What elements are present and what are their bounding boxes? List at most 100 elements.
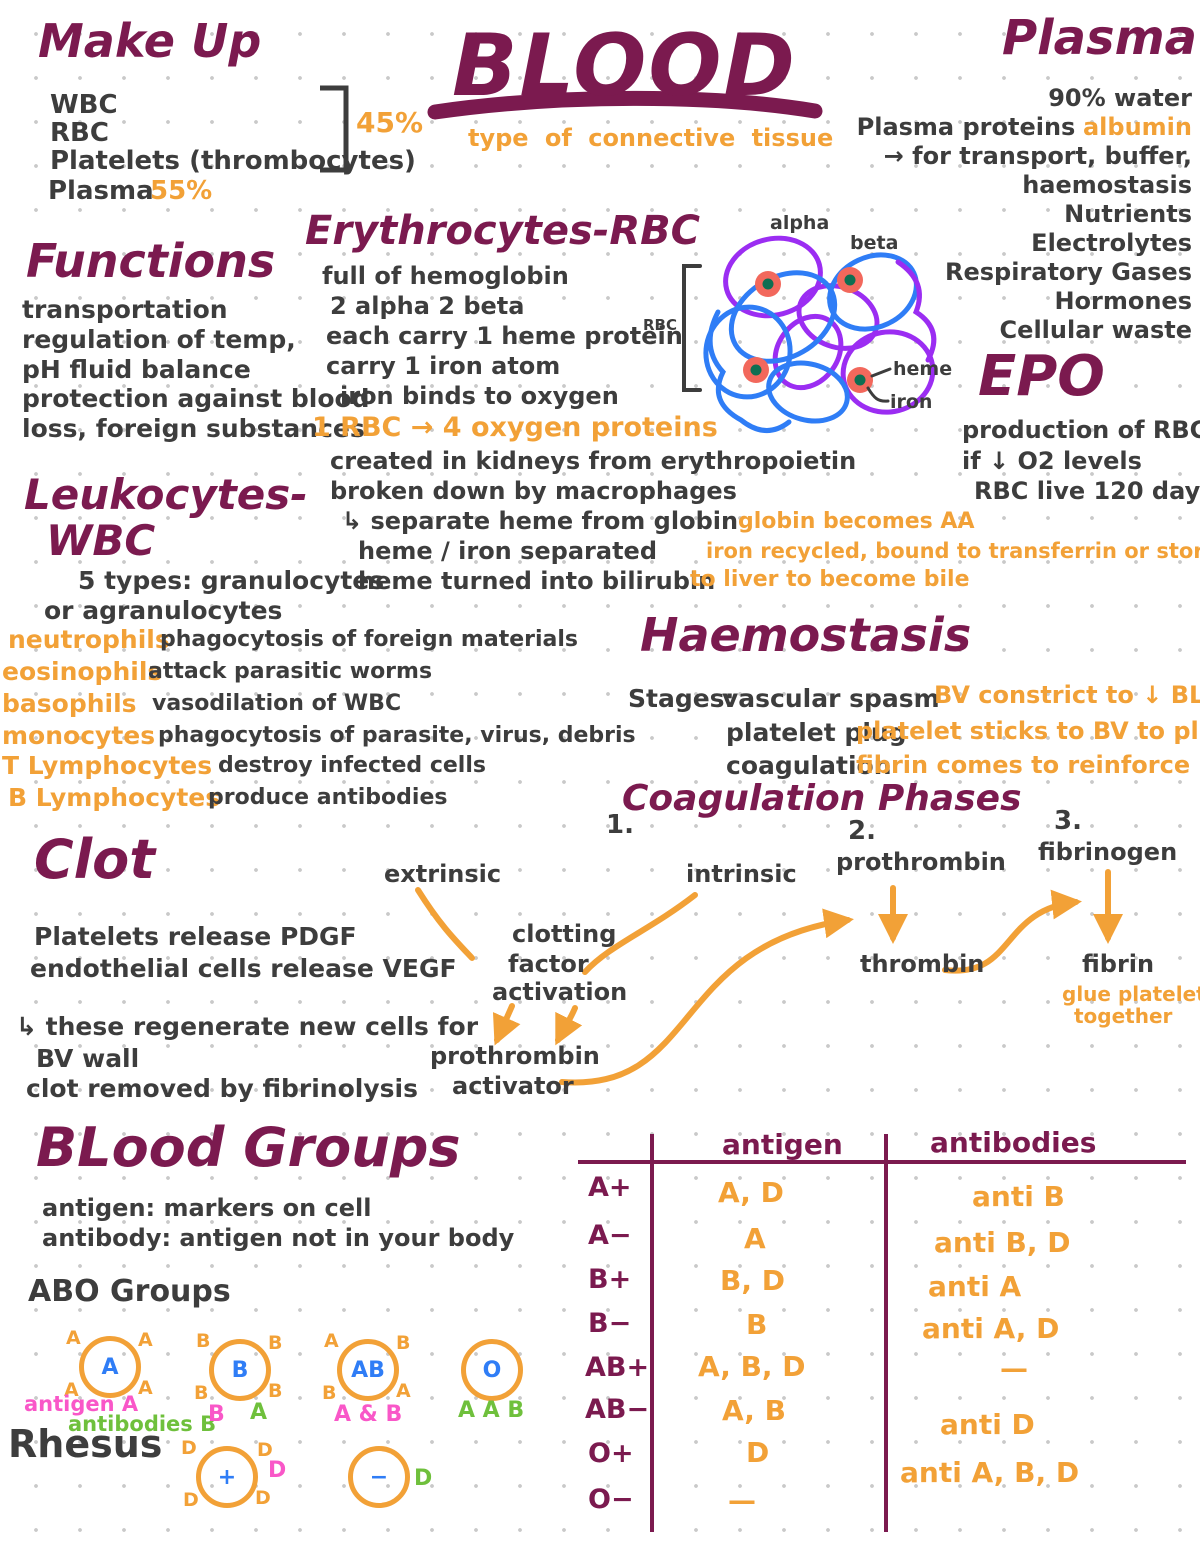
flow-node-clotting-3: activation (492, 978, 628, 1006)
table-row-group: A− (588, 1220, 632, 1251)
makeup-item-plasma: Plasma (48, 176, 154, 206)
antigen-mark: B (396, 1332, 411, 1354)
functions-line-4: protection against blood (22, 384, 370, 413)
wbc-desc-eosinophils: attack parasitic worms (148, 659, 433, 684)
table-antigen-value: — (728, 1484, 756, 1517)
flow-node-activator-1: prothrombin (430, 1042, 600, 1070)
ery-globin-note: globin becomes AA (738, 509, 975, 534)
wbc-desc-neutrophils: phagocytosis of foreign materials (160, 627, 579, 652)
antigen-mark: B (268, 1380, 283, 1402)
table-row-group: O− (588, 1484, 634, 1515)
wbc-desc-basophils: vasodilation of WBC (152, 691, 402, 716)
antigen-mark: D (257, 1439, 273, 1461)
cells-percent: 45% (356, 106, 424, 139)
flow-node-thrombin: thrombin (860, 950, 985, 978)
table-antibodies-value: anti B, D (934, 1226, 1071, 1259)
ery-oxygen-line: 1 RBC → 4 oxygen proteins (312, 412, 718, 443)
clot-line-4: BV wall (36, 1044, 140, 1073)
clot-line-1: Platelets release PDGF (34, 922, 357, 951)
flow-node-fibrin: fibrin (1082, 950, 1155, 978)
stage-note-platelet: platelet sticks to BV to plug (856, 717, 1200, 745)
ery-separated: heme / iron separated (358, 537, 658, 565)
ery-bilirubin: heme turned into bilirubin (358, 567, 716, 595)
abo-circle-ab-letter: AB (351, 1357, 385, 1383)
wbc-desc-t-lymphocytes: destroy infected cells (218, 753, 486, 778)
leukocytes-intro-2: or agranulocytes (44, 596, 283, 625)
epo-line-1: production of RBC ↑ (962, 416, 1200, 444)
plasma-proteins: Plasma proteins (856, 113, 1076, 141)
heme-pointer-line (870, 367, 892, 378)
ery-iron-note: iron recycled, bound to transferrin or s… (706, 539, 1200, 563)
epo-line-2: if ↓ O2 levels (962, 447, 1142, 475)
rhesus-circle-negative: − (348, 1446, 410, 1508)
plasma-water: 90% water (1048, 84, 1192, 112)
makeup-heading: Make Up (38, 14, 262, 68)
antigen-mark: A (64, 1379, 79, 1401)
abo-circle-o-letter: O (482, 1357, 502, 1383)
iron-pointer-line (866, 386, 890, 403)
table-row-group: B− (588, 1308, 632, 1339)
plasma-item-nutrients: Nutrients (1064, 200, 1192, 228)
wbc-type-monocytes: monocytes (2, 721, 156, 750)
arrow-clotting-left (492, 1003, 521, 1046)
table-antigen-value: D (746, 1436, 770, 1469)
table-row-group: A+ (588, 1172, 632, 1203)
table-row-group: B+ (588, 1264, 632, 1295)
abo-a-pink-label: antigen A (24, 1392, 139, 1416)
functions-line-1: transportation (22, 295, 228, 324)
abo-b-pink-label: B (208, 1402, 225, 1427)
antigen-definition: antigen: markers on cell (42, 1194, 372, 1222)
fibrin-note-1: glue platelet (1062, 982, 1200, 1006)
diagram-label-rbc: RBC (643, 316, 677, 334)
wbc-type-eosinophils: eosinophils (2, 657, 163, 686)
diagram-label-heme: heme (893, 358, 953, 380)
abo-a-green-label: antibodies B (68, 1412, 217, 1436)
abo-b-green-label: A (250, 1400, 268, 1425)
leukocytes-intro-1: 5 types: granulocytes (78, 566, 385, 595)
rhesus-positive-pink-d: D (268, 1458, 287, 1483)
flow-node-clotting-1: clotting (512, 920, 617, 948)
flow-node-intrinsic: intrinsic (686, 860, 797, 888)
antigen-mark: A (396, 1380, 411, 1402)
abo-circle-a: A A A A A (64, 1327, 153, 1401)
plasma-proteins-line: Plasma proteins albumin (830, 113, 1192, 142)
antigen-mark: B (196, 1330, 211, 1352)
stage-note-vascular: BV constrict to ↓ BL (934, 681, 1200, 709)
antigen-mark: A (138, 1329, 153, 1351)
ery-created: created in kidneys from erythropoietin (330, 447, 857, 475)
functions-line-5: loss, foreign substances (22, 414, 365, 443)
table-row-group: O+ (588, 1438, 634, 1469)
table-header-antigen: antigen (722, 1128, 843, 1161)
rhesus-negative-green-d: D (414, 1466, 433, 1491)
table-antibodies-value: anti D (940, 1408, 1035, 1441)
ery-separate: ↳ separate heme from globin (342, 507, 739, 535)
abo-groups-label: ABO Groups (28, 1274, 231, 1309)
stage-platelet-plug: platelet plug (726, 718, 907, 747)
antigen-mark: B (268, 1332, 283, 1354)
clot-line-3: ↳ these regenerate new cells for (16, 1012, 479, 1041)
erythrocytes-heading: Erythrocytes-RBC (305, 208, 701, 254)
antigen-mark: D (183, 1489, 199, 1511)
leukocytes-heading-1: Leukocytes- (24, 470, 308, 519)
antigen-mark: B (322, 1382, 337, 1404)
epo-line-3: RBC live 120 days (974, 477, 1200, 505)
plasma-item-gases: Respiratory Gases (944, 258, 1192, 286)
wbc-type-b-lymphocytes: B Lymphocytes (8, 783, 221, 812)
wbc-desc-b-lymphocytes: produce antibodies (208, 785, 448, 810)
functions-line-2: regulation of temp, (22, 325, 296, 354)
flow-number-1: 1. (606, 810, 634, 840)
antigen-mark: D (255, 1487, 271, 1509)
abo-o-green-label: A A B (458, 1398, 525, 1423)
antigen-mark: A (138, 1377, 153, 1399)
rhesus-negative-sign: − (369, 1464, 389, 1490)
arrow-extrinsic (415, 887, 475, 961)
haemostasis-heading: Haemostasis (640, 608, 972, 662)
table-antigen-value: A, B, D (698, 1350, 806, 1383)
table-row-group: AB+ (585, 1352, 650, 1383)
clot-line-5: clot removed by fibrinolysis (26, 1074, 418, 1103)
ery-broken: broken down by macrophages (330, 477, 737, 505)
abo-circle-a-letter: A (101, 1354, 119, 1380)
table-antigen-value: A, D (718, 1176, 784, 1209)
plasma-item-electrolytes: Electrolytes (1031, 229, 1192, 257)
table-antibodies-value: anti A, D (922, 1312, 1060, 1345)
